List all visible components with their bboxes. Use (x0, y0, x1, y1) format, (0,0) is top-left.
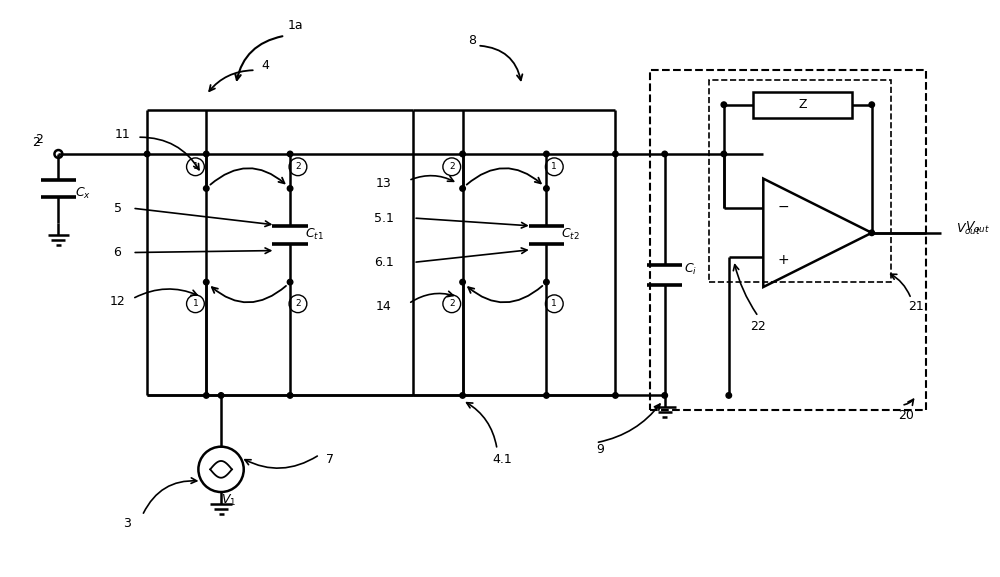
Circle shape (287, 279, 293, 285)
Circle shape (662, 151, 667, 157)
Text: $C_x$: $C_x$ (75, 186, 91, 201)
Text: 13: 13 (376, 177, 392, 190)
Text: 1: 1 (551, 299, 557, 308)
Text: 2: 2 (295, 162, 301, 171)
Bar (753, 92, 852, 118)
Text: 1: 1 (193, 299, 198, 308)
Text: 1: 1 (551, 162, 557, 171)
Circle shape (144, 151, 150, 157)
Circle shape (544, 279, 549, 285)
Text: $C_{t2}$: $C_{t2}$ (561, 227, 580, 242)
Text: 6.1: 6.1 (374, 256, 394, 269)
Text: 2: 2 (35, 133, 43, 145)
Circle shape (869, 230, 875, 235)
Bar (650, 70, 926, 410)
Text: 4.1: 4.1 (492, 453, 512, 466)
Text: $V_{out}$: $V_{out}$ (956, 222, 981, 237)
Circle shape (204, 279, 209, 285)
Circle shape (662, 393, 667, 398)
Text: 12: 12 (110, 295, 125, 308)
Circle shape (613, 151, 618, 157)
Text: 11: 11 (115, 128, 130, 141)
Text: 2: 2 (449, 162, 455, 171)
Text: 2: 2 (449, 299, 455, 308)
Text: $V_{out}$: $V_{out}$ (965, 220, 991, 235)
Circle shape (613, 393, 618, 398)
Text: 2: 2 (295, 299, 301, 308)
Text: 5: 5 (114, 202, 122, 215)
Circle shape (869, 102, 875, 107)
Text: 21: 21 (908, 300, 924, 313)
Text: $V_1$: $V_1$ (221, 493, 237, 508)
Circle shape (726, 393, 732, 398)
Circle shape (204, 186, 209, 191)
Bar (709, 80, 891, 282)
Circle shape (218, 393, 224, 398)
Circle shape (204, 151, 209, 157)
Text: 7: 7 (326, 453, 334, 466)
Circle shape (460, 151, 465, 157)
Text: 2: 2 (32, 136, 40, 149)
Text: 1: 1 (193, 162, 198, 171)
Text: $C_i$: $C_i$ (684, 262, 698, 278)
Circle shape (544, 393, 549, 398)
Circle shape (287, 393, 293, 398)
Circle shape (721, 102, 727, 107)
Text: 8: 8 (468, 34, 476, 47)
Text: 3: 3 (123, 517, 131, 530)
Circle shape (287, 186, 293, 191)
Text: 20: 20 (898, 409, 914, 422)
Text: 5.1: 5.1 (374, 212, 394, 224)
Text: $+$: $+$ (777, 253, 789, 267)
Text: 14: 14 (376, 300, 392, 313)
Text: $C_{t1}$: $C_{t1}$ (305, 227, 324, 242)
Circle shape (287, 151, 293, 157)
Circle shape (204, 393, 209, 398)
Text: 9: 9 (597, 443, 605, 456)
Text: $-$: $-$ (777, 198, 789, 212)
Circle shape (460, 186, 465, 191)
Circle shape (544, 151, 549, 157)
Text: 4: 4 (261, 59, 269, 72)
Text: Z: Z (798, 98, 807, 111)
Text: 6: 6 (114, 246, 121, 259)
Circle shape (460, 393, 465, 398)
Text: 1a: 1a (287, 20, 303, 32)
Circle shape (460, 279, 465, 285)
Text: 22: 22 (750, 320, 766, 333)
Circle shape (721, 151, 727, 157)
Circle shape (544, 186, 549, 191)
